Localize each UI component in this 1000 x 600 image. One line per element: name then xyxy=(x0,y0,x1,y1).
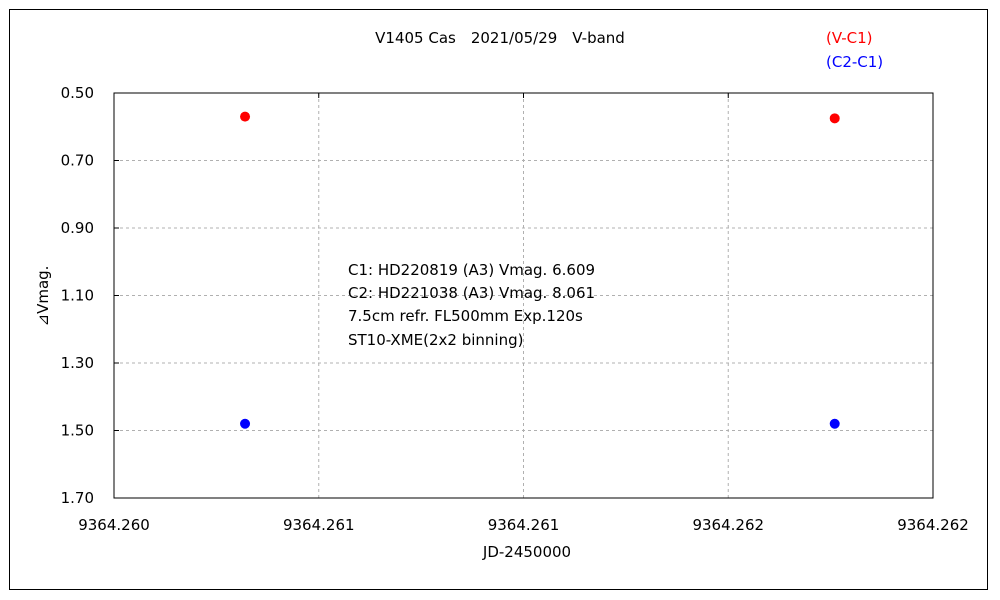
y-tick-label: 1.70 xyxy=(61,489,94,507)
annotation-c1: C1: HD220819 (A3) Vmag. 6.609 xyxy=(348,261,595,279)
annotation-telescope: 7.5cm refr. FL500mm Exp.120s xyxy=(348,307,583,325)
x-tick-label: 9364.262 xyxy=(897,516,969,534)
annotation-c2: C2: HD221038 (A3) Vmag. 8.061 xyxy=(348,284,595,302)
y-tick-label: 1.50 xyxy=(61,422,94,440)
annotation-camera: ST10-XME(2x2 binning) xyxy=(348,331,523,349)
grid-lines xyxy=(114,93,933,498)
x-tick-label: 9364.261 xyxy=(488,516,560,534)
c2-c1-point xyxy=(240,418,251,429)
annotation-block: C1: HD220819 (A3) Vmag. 6.609 C2: HD2210… xyxy=(348,261,595,349)
data-points xyxy=(240,111,840,429)
y-tick-label: 0.90 xyxy=(61,219,94,237)
x-tick-labels: 9364.260 9364.261 9364.261 9364.262 9364.262 xyxy=(78,516,969,534)
legend-c2-c1: (C2-C1) xyxy=(826,53,883,71)
y-tick-label: 1.30 xyxy=(61,354,94,372)
x-tick-label: 9364.261 xyxy=(283,516,355,534)
x-tick-label: 9364.260 xyxy=(78,516,150,534)
y-axis-label: ⊿Vmag. xyxy=(34,266,52,327)
y-tick-label: 1.10 xyxy=(61,287,94,305)
v-c1-point xyxy=(240,111,251,122)
y-tick-label: 0.70 xyxy=(61,152,94,170)
c2-c1-point xyxy=(829,418,840,429)
x-axis-label: JD-2450000 xyxy=(482,543,571,561)
v-c1-point xyxy=(829,113,840,124)
tick-marks xyxy=(113,92,934,499)
chart-frame xyxy=(9,9,988,590)
legend-v-c1: (V-C1) xyxy=(826,29,873,47)
chart-title: V1405 Cas 2021/05/29 V-band xyxy=(375,29,625,47)
x-tick-label: 9364.262 xyxy=(692,516,764,534)
legend: (V-C1) (C2-C1) xyxy=(826,29,883,71)
y-tick-labels: 0.50 0.70 0.90 1.10 1.30 1.50 1.70 xyxy=(61,84,94,507)
y-tick-label: 0.50 xyxy=(61,84,94,102)
